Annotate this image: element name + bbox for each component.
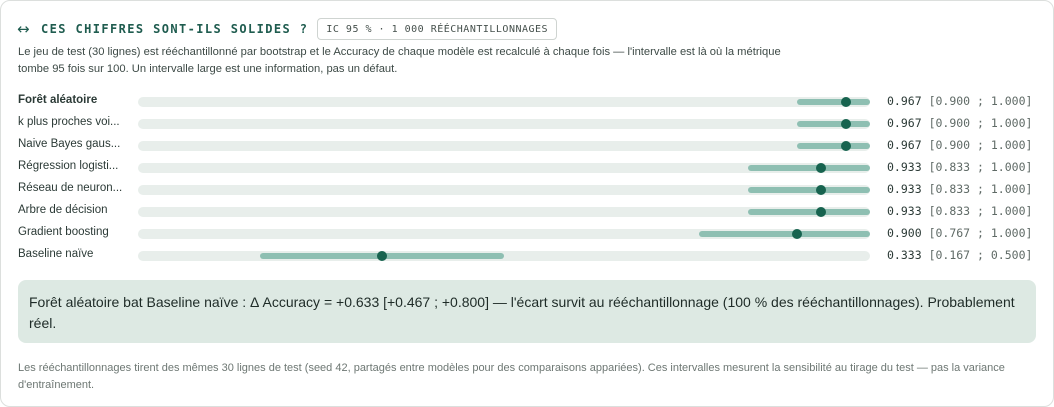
model-label: Arbre de décision	[18, 204, 108, 216]
model-row: Forêt aléatoire 0.967 [0.900 ; 1.000]	[18, 91, 1038, 111]
point-estimate-value: 0.333	[887, 248, 922, 262]
point-estimate-marker	[376, 251, 387, 261]
ci-interval-bar	[796, 99, 870, 105]
ci-track	[138, 141, 870, 151]
ci-interval-bar	[796, 143, 870, 149]
point-estimate-value: 0.933	[887, 182, 922, 196]
footnote: Les rééchantillonnages tirent des mêmes …	[18, 362, 1005, 391]
point-estimate-value: 0.967	[887, 138, 922, 152]
point-estimate-marker	[815, 163, 826, 173]
model-row: k plus proches voi... 0.967 [0.900 ; 1.00…	[18, 113, 1038, 133]
section-header: ↔ CES CHIFFRES SONT-ILS SOLIDES ? IC 95 …	[17, 18, 558, 40]
model-label: k plus proches voi...	[18, 116, 120, 128]
section-title: CES CHIFFRES SONT-ILS SOLIDES ?	[41, 22, 309, 36]
ci-value-text: 0.900 [0.767 ; 1.000]	[887, 226, 1032, 240]
ci-range-value: [0.900 ; 1.000]	[928, 116, 1033, 130]
ci-badge: IC 95 % · 1 000 RÉÉCHANTILLONNAGES	[317, 18, 558, 40]
model-label: Naive Bayes gaus...	[18, 138, 121, 150]
ci-interval-bar	[747, 209, 870, 215]
ci-interval-bar	[747, 165, 870, 171]
ci-range-value: [0.900 ; 1.000]	[928, 138, 1033, 152]
model-row: Régression logisti... 0.933 [0.833 ; 1.00…	[18, 157, 1038, 177]
ci-track	[138, 97, 870, 107]
ci-value-text: 0.933 [0.833 ; 1.000]	[887, 182, 1032, 196]
model-row: Gradient boosting 0.900 [0.767 ; 1.000]	[18, 223, 1038, 243]
ci-value-text: 0.933 [0.833 ; 1.000]	[887, 160, 1032, 174]
ci-value-text: 0.967 [0.900 ; 1.000]	[887, 116, 1032, 130]
ci-track	[138, 185, 870, 195]
model-label: Forêt aléatoire	[18, 94, 98, 106]
ci-value-text: 0.967 [0.900 ; 1.000]	[887, 138, 1032, 152]
model-row: Arbre de décision 0.933 [0.833 ; 1.000]	[18, 201, 1038, 221]
ci-track	[138, 119, 870, 129]
point-estimate-value: 0.933	[887, 204, 922, 218]
ci-range-value: [0.833 ; 1.000]	[928, 160, 1033, 174]
model-label: Régression logisti...	[18, 160, 119, 172]
ci-range-value: [0.833 ; 1.000]	[928, 204, 1033, 218]
ci-interval-bar	[699, 231, 870, 237]
point-estimate-value: 0.900	[887, 226, 922, 240]
ci-range-value: [0.767 ; 1.000]	[928, 226, 1033, 240]
left-right-arrow-icon: ↔	[17, 20, 30, 38]
point-estimate-marker	[840, 119, 851, 129]
ci-track	[138, 251, 870, 261]
ci-range-value: [0.167 ; 0.500]	[928, 248, 1033, 262]
model-label: Gradient boosting	[18, 226, 109, 238]
model-row: Baseline naïve 0.333 [0.167 ; 0.500]	[18, 245, 1038, 265]
model-row: Réseau de neuron... 0.933 [0.833 ; 1.000]	[18, 179, 1038, 199]
ci-interval-bar	[796, 121, 870, 127]
ci-track	[138, 229, 870, 239]
point-estimate-marker	[840, 97, 851, 107]
model-label: Baseline naïve	[18, 248, 94, 260]
ci-range-value: [0.833 ; 1.000]	[928, 182, 1033, 196]
model-row: Naive Bayes gaus... 0.967 [0.900 ; 1.000]	[18, 135, 1038, 155]
point-estimate-marker	[815, 185, 826, 195]
ci-value-text: 0.333 [0.167 ; 0.500]	[887, 248, 1032, 262]
verdict-text: Forêt aléatoire bat Baseline naïve : Δ A…	[29, 294, 1015, 331]
ci-track	[138, 207, 870, 217]
point-estimate-value: 0.967	[887, 116, 922, 130]
section-description: Le jeu de test (30 lignes) est rééchanti…	[18, 46, 781, 75]
ci-value-text: 0.967 [0.900 ; 1.000]	[887, 94, 1032, 108]
point-estimate-value: 0.967	[887, 94, 922, 108]
model-label: Réseau de neuron...	[18, 182, 123, 194]
verdict-callout: Forêt aléatoire bat Baseline naïve : Δ A…	[18, 280, 1036, 343]
point-estimate-marker	[815, 207, 826, 217]
point-estimate-value: 0.933	[887, 160, 922, 174]
point-estimate-marker	[840, 141, 851, 151]
ci-interval-bar	[747, 187, 870, 193]
point-estimate-marker	[791, 229, 802, 239]
ci-range-value: [0.900 ; 1.000]	[928, 94, 1033, 108]
ci-track	[138, 163, 870, 173]
ci-value-text: 0.933 [0.833 ; 1.000]	[887, 204, 1032, 218]
